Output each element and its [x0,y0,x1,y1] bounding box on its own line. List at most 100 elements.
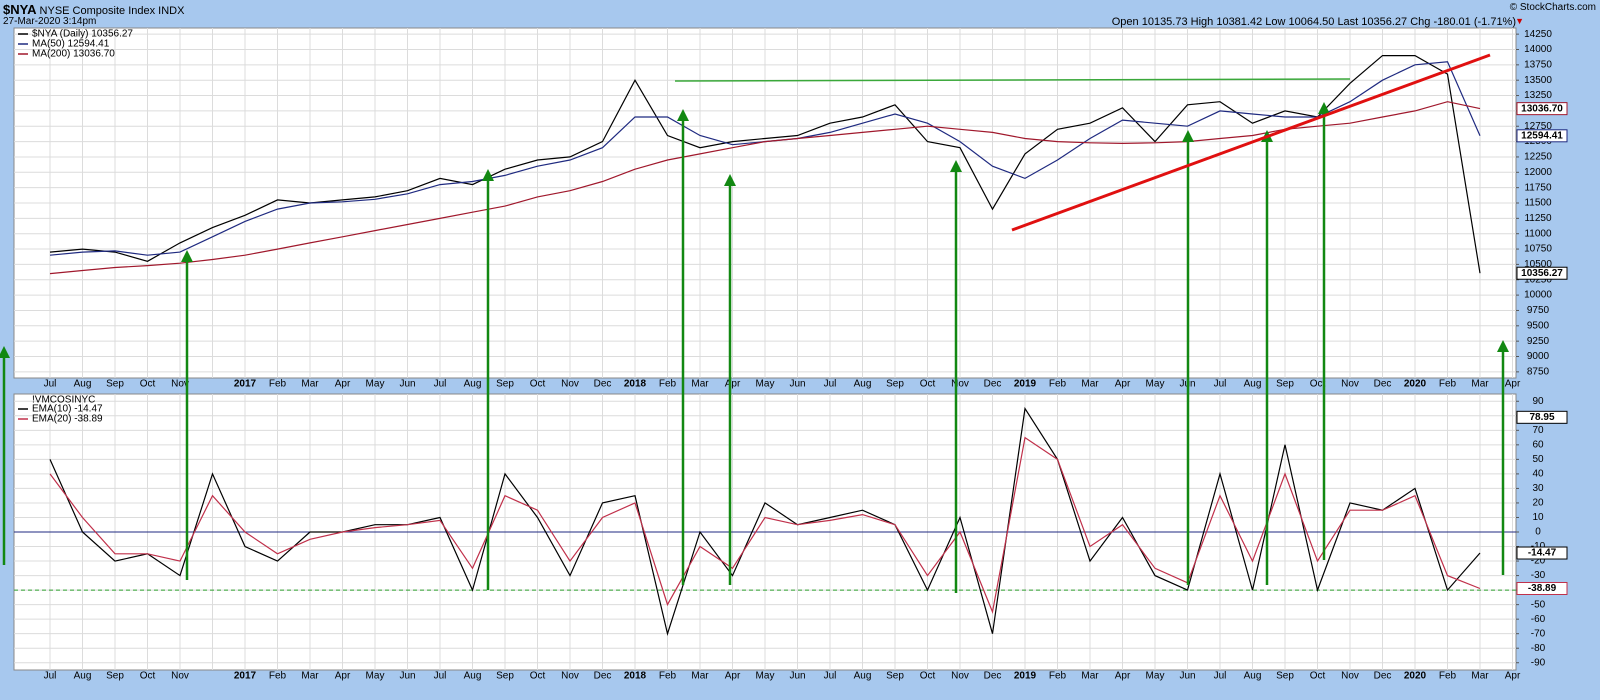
x-tick-label: Mar [691,379,709,390]
x-tick-label: Apr [1115,379,1131,390]
end-tag-label: -38.89 [1528,583,1557,594]
x-tick-label: Dec [1374,379,1392,390]
x-tick-label: Jun [1179,671,1195,682]
y-tick-label: 12750 [1524,121,1552,132]
arrowhead [724,174,736,186]
x-tick-label: 2020 [1404,671,1427,682]
value-tag-box [1516,410,1568,424]
x-tick-label: Jul [1214,671,1227,682]
x-tick-label: Aug [1244,379,1262,390]
x-tick-label: Nov [561,671,579,682]
x-tick-label: Jul [1214,379,1227,390]
x-tick-label: Sep [106,671,124,682]
y-tick-label: 14250 [1524,29,1552,40]
y-tick-label: -90 [1531,657,1546,668]
panel-title: !VMCOSINYC [32,395,95,406]
x-tick-label: Nov [171,379,189,390]
legend-label: MA(50) 12594.41 [32,39,110,50]
x-tick-label: May [366,379,385,390]
y-tick-label: 30 [1532,483,1544,494]
x-tick-label: May [756,671,775,682]
series-line [49,55,1481,274]
end-tag-label: 13036.70 [1521,103,1563,114]
x-tick-label: Nov [1341,379,1359,390]
y-tick-label: 10750 [1524,244,1552,255]
y-tick-label: -30 [1531,570,1546,581]
arrowhead [482,169,494,181]
arrowhead [0,346,10,358]
x-tick-label: Mar [1471,671,1489,682]
y-tick-label: 70 [1532,425,1544,436]
legend-label: MA(200) 13036.70 [32,49,115,60]
x-tick-label: 2017 [234,671,257,682]
series-line [49,101,1481,275]
x-tick-label: Jun [789,671,805,682]
x-tick-label: Aug [74,671,92,682]
x-tick-label: Oct [920,379,936,390]
x-tick-label: Nov [171,671,189,682]
end-tag-box [1516,129,1568,143]
x-tick-label: Feb [1439,671,1457,682]
x-tick-label: Oct [1310,671,1326,682]
copyright: © StockCharts.com [1509,2,1596,13]
x-tick-label: Jul [44,671,57,682]
resistance-line [674,78,1351,82]
x-tick-label: Apr [725,671,741,682]
x-tick-label: Jul [44,379,57,390]
x-tick-label: Feb [1439,379,1457,390]
y-tick-label: -50 [1531,599,1546,610]
arrowhead [1497,340,1509,352]
end-tag-box [1516,102,1568,116]
x-tick-label: Mar [1471,379,1489,390]
y-tick-label: 13500 [1524,75,1552,86]
header-title: $NYA NYSE Composite Index INDX [3,2,184,17]
x-tick-label: Sep [496,379,514,390]
y-tick-label: -80 [1531,643,1546,654]
x-tick-label: 2017 [234,379,257,390]
y-tick-label: 12250 [1524,152,1552,163]
x-tick-label: Dec [984,671,1002,682]
end-tag-box [1516,546,1568,560]
index-name: NYSE Composite Index INDX [39,5,185,17]
end-tag-label: 10356.27 [1521,268,1563,279]
x-tick-label: Apr [1505,379,1521,390]
series-line [49,406,1481,636]
x-tick-label: 2019 [1014,671,1037,682]
y-tick-label: 10500 [1524,259,1552,270]
arrowhead [181,250,193,262]
x-tick-label: Mar [1081,671,1099,682]
x-tick-label: May [1146,379,1165,390]
x-tick-label: Mar [1081,379,1099,390]
x-tick-label: Dec [984,379,1002,390]
down-marker: ▼ [1515,16,1524,26]
quote: Open 10135.73 High 10381.42 Low 10064.50… [1111,16,1516,28]
x-tick-label: 2018 [624,379,647,390]
y-tick-label: 11500 [1524,198,1552,209]
trend-line [1011,53,1491,232]
x-tick-label: Oct [140,379,156,390]
y-tick-label: 9750 [1527,305,1550,316]
y-tick-label: 11750 [1524,182,1552,193]
y-tick-label: 11000 [1524,228,1552,239]
x-tick-label: Apr [335,379,351,390]
arrows [2,114,1505,593]
legend-label: $NYA (Daily) 10356.27 [32,29,133,40]
y-tick-label: 9000 [1527,351,1550,362]
x-tick-label: Oct [920,671,936,682]
y-tick-label: 10250 [1524,274,1552,285]
x-tick-label: Dec [1374,671,1392,682]
end-tag-label: 12594.41 [1521,130,1563,141]
x-tick-label: 2018 [624,671,647,682]
x-tick-label: Jun [789,379,805,390]
x-tick-label: May [1146,671,1165,682]
arrowhead [1182,130,1194,142]
x-tick-label: Jul [434,379,447,390]
arrowheads [0,102,1509,358]
x-tick-label: Apr [1505,671,1521,682]
x-tick-label: Nov [951,671,969,682]
x-tick-label: Apr [1115,671,1131,682]
legend-label: EMA(20) -38.89 [32,414,103,425]
symbol: $NYA [3,2,37,17]
